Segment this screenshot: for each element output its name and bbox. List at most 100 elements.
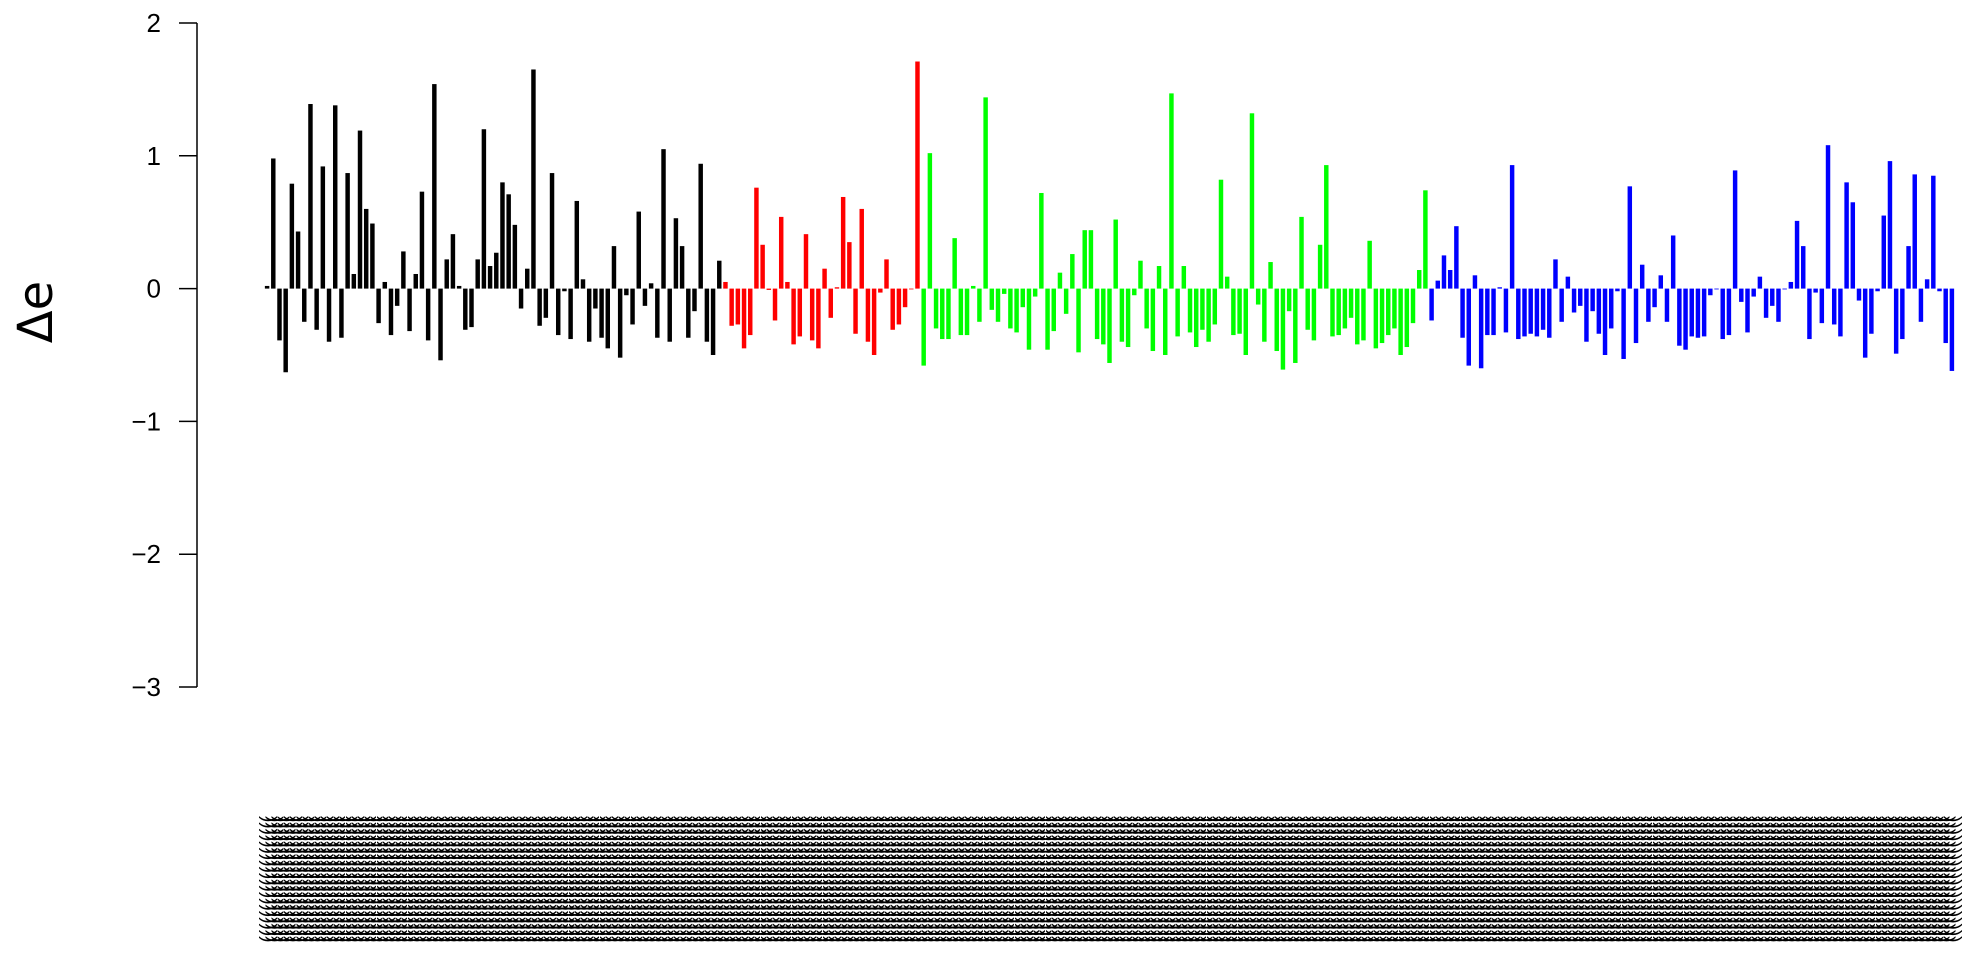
x-tick-label: (((((((((((((((((((( [1589, 815, 1610, 942]
x-tick-label: (((((((((((((((((((( [815, 815, 836, 942]
x-tick-label: (((((((((((((((((((( [1570, 815, 1591, 942]
x-tick-label: (((((((((((((((((((( [548, 815, 569, 942]
x-tick-label: (((((((((((((((((((( [499, 815, 520, 942]
bar [320, 166, 326, 289]
bar [723, 281, 728, 289]
bar [1454, 226, 1459, 289]
x-tick-label: (((((((((((((((((((( [1267, 815, 1288, 942]
bar [1082, 230, 1087, 289]
bar [1906, 246, 1911, 289]
bar [1739, 288, 1744, 302]
bar [1107, 288, 1112, 363]
x-tick-label: (((((((((((((((((((( [610, 815, 631, 942]
x-tick-label: (((((((((((((((((((( [1818, 815, 1839, 942]
bar [407, 288, 412, 332]
bar [1057, 272, 1063, 289]
x-tick-label: (((((((((((((((((((( [387, 815, 408, 942]
bar [884, 259, 889, 289]
x-tick-label: (((((((((((((((((((( [647, 815, 668, 942]
bar [1720, 288, 1725, 340]
bar [1361, 288, 1366, 341]
bar [1670, 235, 1676, 289]
bar [1330, 288, 1335, 337]
x-tick-label: (((((((((((((((((((( [1750, 815, 1771, 942]
x-tick-label: (((((((((((((((((((( [1130, 815, 1151, 942]
bar [624, 288, 629, 296]
x-tick-label: (((((((((((((((((((( [883, 815, 904, 942]
bar [1001, 288, 1007, 294]
bar [785, 281, 790, 289]
bar [1949, 288, 1955, 371]
x-tick-label: (((((((((((((((((((( [542, 815, 563, 942]
bar [1596, 288, 1602, 334]
x-tick-label: (((((((((((((((((((( [1056, 815, 1077, 942]
bar [1701, 288, 1707, 337]
bar [1751, 288, 1756, 297]
bar [1416, 270, 1422, 289]
bar [593, 288, 598, 309]
x-tick-label: (((((((((((((((((((( [1719, 815, 1740, 942]
bar [822, 268, 827, 289]
x-tick-label: (((((((((((((((((((( [1756, 815, 1777, 942]
bar [456, 285, 462, 289]
bar [1181, 266, 1187, 289]
bar [964, 288, 970, 336]
x-tick-label: (((((((((((((((((((( [697, 815, 718, 942]
x-tick-label: (((((((((((((((((((( [1676, 815, 1697, 942]
x-tick-label: (((((((((((((((((((( [1471, 815, 1492, 942]
bar [946, 288, 951, 340]
x-tick-label: (((((((((((((((((((( [1335, 815, 1356, 942]
x-tick-label: (((((((((((((((((((( [375, 815, 396, 942]
x-tick-label: (((((((((((((((((((( [914, 815, 935, 942]
bar [1553, 259, 1558, 289]
bar [778, 216, 784, 289]
bar [1869, 288, 1874, 334]
x-tick-label: (((((((((((((((((((( [474, 815, 495, 942]
x-tick-label: (((((((((((((((((((( [666, 815, 687, 942]
x-tick-label: (((((((((((((((((((( [660, 815, 681, 942]
bar [1132, 288, 1137, 296]
x-tick-label: (((((((((((((((((((( [833, 815, 854, 942]
x-tick-label: (((((((((((((((((((( [486, 815, 507, 942]
x-tick-label: (((((((((((((((((((( [1384, 815, 1405, 942]
bar [1893, 288, 1899, 354]
bar [333, 105, 338, 289]
x-tick-label: (((((((((((((((((((( [350, 815, 371, 942]
bar [1807, 288, 1812, 340]
x-tick-label: (((((((((((((((((((( [1812, 815, 1833, 942]
x-tick-label: (((((((((((((((((((( [790, 815, 811, 942]
x-tick-label: (((((((((((((((((((( [957, 815, 978, 942]
x-tick-label: (((((((((((((((((((( [864, 815, 885, 942]
x-tick-label: (((((((((((((((((((( [1707, 815, 1728, 942]
x-tick-label: (((((((((((((((((((( [1868, 815, 1889, 942]
x-tick-label: (((((((((((((((((((( [1923, 815, 1944, 942]
bar [1243, 288, 1248, 355]
bar [1503, 288, 1509, 333]
bar [562, 288, 567, 292]
x-tick-label: (((((((((((((((((((( [1917, 815, 1938, 942]
x-tick-label: (((((((((((((((((((( [1595, 815, 1616, 942]
x-tick-label: (((((((((((((((((((( [1874, 815, 1895, 942]
bar [1838, 288, 1843, 337]
x-tick-label: (((((((((((((((((((( [1830, 815, 1851, 942]
x-tick-label: (((((((((((((((((((( [523, 815, 544, 942]
bar [940, 288, 945, 340]
x-tick-label: (((((((((((((((((((( [400, 815, 421, 942]
bar [1658, 275, 1664, 289]
bar [388, 288, 394, 336]
x-tick-label: (((((((((((((((((((( [431, 815, 452, 942]
bar [611, 246, 617, 289]
x-tick-label: (((((((((((((((((((( [1112, 815, 1133, 942]
bar [469, 288, 474, 328]
x-tick-label: (((((((((((((((((((( [1025, 815, 1046, 942]
bar [847, 242, 852, 289]
bar [816, 288, 821, 349]
bar [1714, 288, 1719, 290]
bar [1844, 182, 1849, 289]
bar [1169, 93, 1174, 289]
x-tick-label: (((((((((((((((((((( [1019, 815, 1040, 942]
bar [438, 288, 443, 361]
bar [1460, 288, 1465, 338]
x-tick-label: (((((((((((((((((((( [307, 815, 328, 942]
